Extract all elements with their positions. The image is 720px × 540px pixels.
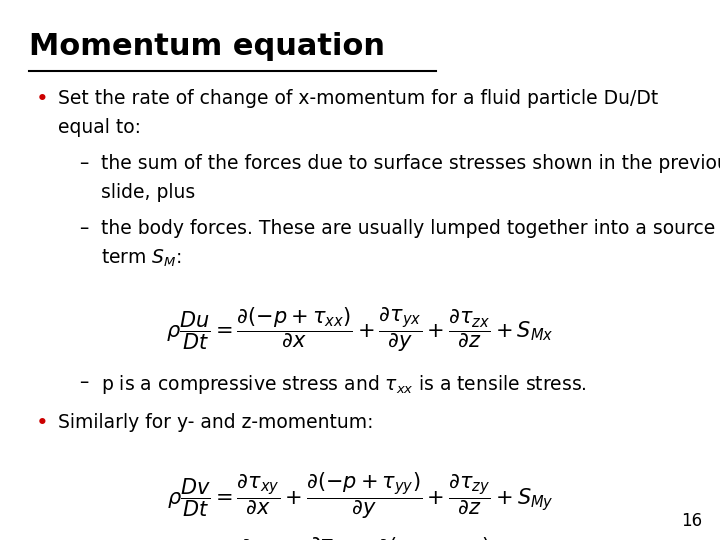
Text: 16: 16 (681, 512, 702, 530)
Text: Momentum equation: Momentum equation (29, 32, 384, 62)
Text: the sum of the forces due to surface stresses shown in the previous: the sum of the forces due to surface str… (101, 154, 720, 173)
Text: –: – (79, 373, 89, 392)
Text: $\rho\dfrac{Dw}{Dt} = \dfrac{\partial\tau_{xz}}{\partial x} + \dfrac{\partial\ta: $\rho\dfrac{Dw}{Dt} = \dfrac{\partial\ta… (166, 535, 554, 540)
Text: p is a compressive stress and $\tau_{xx}$ is a tensile stress.: p is a compressive stress and $\tau_{xx}… (101, 373, 587, 396)
Text: –: – (79, 154, 89, 173)
Text: •: • (36, 413, 49, 433)
Text: equal to:: equal to: (58, 118, 140, 137)
Text: –: – (79, 219, 89, 238)
Text: $\rho\dfrac{Dv}{Dt} = \dfrac{\partial\tau_{xy}}{\partial x} + \dfrac{\partial(-p: $\rho\dfrac{Dv}{Dt} = \dfrac{\partial\ta… (166, 470, 554, 521)
Text: Similarly for y- and z-momentum:: Similarly for y- and z-momentum: (58, 413, 373, 432)
Text: $\rho\dfrac{Du}{Dt} = \dfrac{\partial(-p+\tau_{xx})}{\partial x} + \dfrac{\parti: $\rho\dfrac{Du}{Dt} = \dfrac{\partial(-p… (166, 305, 554, 354)
Text: term $S_{M}$:: term $S_{M}$: (101, 248, 181, 269)
Text: •: • (36, 89, 49, 109)
Text: Set the rate of change of x-momentum for a fluid particle Du/Dt: Set the rate of change of x-momentum for… (58, 89, 658, 108)
Text: slide, plus: slide, plus (101, 183, 195, 202)
Text: the body forces. These are usually lumped together into a source: the body forces. These are usually lumpe… (101, 219, 715, 238)
